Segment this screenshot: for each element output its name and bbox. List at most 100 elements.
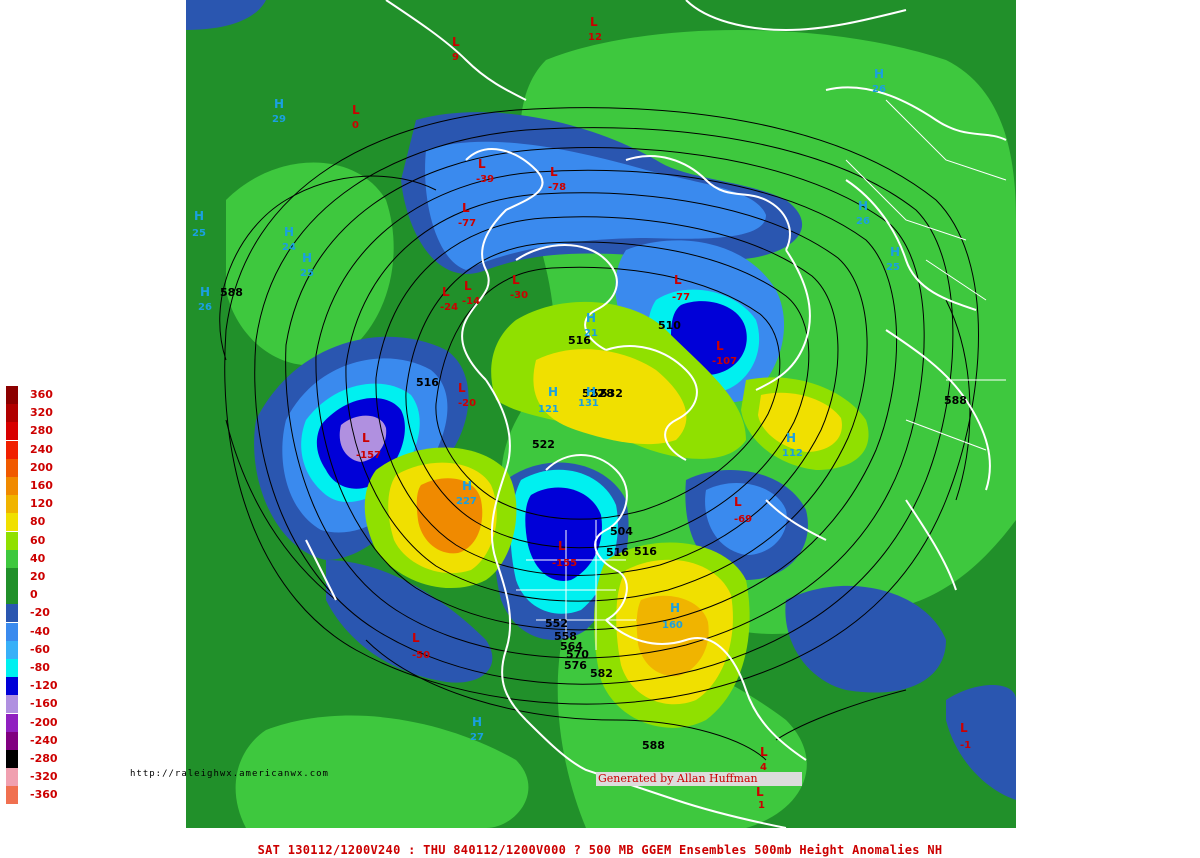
svg-text:131: 131 — [578, 398, 599, 409]
high-marker: H 25 — [192, 209, 206, 239]
legend-label: 240 — [30, 442, 53, 456]
legend-swatch — [6, 458, 18, 477]
legend-row: 360 — [4, 386, 54, 404]
height-contours — [219, 107, 979, 761]
svg-text:26: 26 — [198, 302, 212, 313]
contour-label-layer: 588 516 522 516 552 558 564 570 576 582 … — [220, 286, 967, 752]
low-marker-layer: L9 L12 L0 L-39 L-78 L-77 L-30 L-14 L-24 … — [352, 15, 971, 811]
coastlines — [305, 0, 1007, 828]
svg-text:26: 26 — [872, 84, 886, 95]
svg-text:121: 121 — [538, 404, 559, 415]
legend-row: 280 — [4, 422, 54, 441]
anomaly-region-neg40-n — [425, 141, 766, 270]
contour-label: 522 — [532, 438, 555, 451]
svg-text:-157: -157 — [356, 450, 381, 461]
legend-swatch — [6, 531, 18, 550]
svg-text:H: H — [302, 251, 312, 265]
contour-label: 588 — [220, 286, 243, 299]
low-marker: L -14 — [462, 279, 480, 307]
svg-text:-30: -30 — [510, 290, 528, 301]
svg-text:-155: -155 — [552, 558, 577, 569]
high-marker: H 27 — [470, 715, 484, 743]
svg-text:H: H — [274, 97, 284, 111]
low-marker: L -77 — [672, 273, 690, 303]
source-url: http://raleighwx.americanwx.com — [130, 769, 329, 779]
legend-swatch — [6, 750, 18, 768]
legend-label: 320 — [30, 406, 53, 420]
low-marker: L9 — [452, 35, 460, 63]
contour-label: 528 — [591, 387, 614, 400]
svg-text:L: L — [458, 381, 466, 395]
legend-label: -200 — [30, 715, 58, 729]
anomaly-region-pos160-w — [416, 478, 483, 554]
map-caption: SAT 130112/1200V240 : THU 840112/1200V00… — [257, 843, 943, 857]
svg-text:9: 9 — [452, 52, 459, 63]
anomaly-map: 588 516 522 516 552 558 564 570 576 582 … — [186, 0, 1016, 828]
legend-swatch — [6, 659, 18, 677]
legend-swatch — [6, 677, 18, 696]
svg-text:L: L — [478, 157, 486, 171]
svg-text:227: 227 — [456, 496, 477, 507]
legend-row: 80 — [4, 513, 54, 532]
svg-text:H: H — [194, 209, 204, 223]
legend-label: -60 — [30, 642, 50, 656]
high-marker: H 26 — [198, 285, 212, 313]
anomaly-region-neg120-c — [525, 487, 602, 581]
svg-text:-1: -1 — [960, 740, 971, 751]
svg-text:L: L — [590, 15, 598, 29]
svg-text:-77: -77 — [458, 218, 476, 229]
legend-row: -20 — [4, 604, 54, 623]
anomaly-region-pos80-e — [758, 392, 842, 452]
borders — [516, 99, 1007, 650]
svg-text:-77: -77 — [672, 292, 690, 303]
legend-label: -240 — [30, 733, 58, 747]
legend-row: -240 — [4, 731, 58, 750]
legend-label: 20 — [30, 570, 46, 583]
svg-text:L: L — [452, 35, 460, 49]
legend-label: -280 — [30, 752, 58, 765]
legend-swatch — [6, 695, 18, 714]
high-marker: H 227 — [456, 479, 477, 507]
svg-text:L: L — [734, 495, 742, 509]
legend-label: 360 — [30, 388, 53, 401]
high-marker: H 160 — [662, 601, 683, 631]
anomaly-region-pos80-c — [533, 349, 687, 445]
legend-label: -320 — [30, 770, 58, 784]
anomaly-region-neg-se2 — [946, 685, 1016, 800]
svg-text:27: 27 — [470, 732, 484, 743]
anomaly-region-neg-nw — [186, 0, 266, 30]
low-marker: L -24 — [440, 285, 458, 313]
svg-text:-39: -39 — [476, 174, 494, 185]
high-marker: H 29 — [272, 97, 286, 125]
legend-row: -60 — [4, 640, 54, 659]
high-marker: H 112 — [782, 431, 803, 459]
legend-row: 60 — [4, 531, 54, 550]
legend-row: 240 — [4, 440, 54, 459]
anomaly-region-pos120-se — [636, 595, 709, 677]
legend-label: 40 — [30, 551, 46, 565]
svg-text:L: L — [352, 103, 360, 117]
svg-text:21: 21 — [584, 328, 598, 339]
legend-row: 200 — [4, 458, 54, 477]
legend-row: 40 — [4, 549, 54, 568]
svg-text:24: 24 — [282, 242, 296, 253]
low-marker: L -78 — [548, 165, 566, 193]
svg-text:1: 1 — [758, 800, 765, 811]
legend-swatch — [6, 640, 18, 659]
svg-text:H: H — [586, 311, 596, 325]
svg-text:H: H — [858, 199, 868, 213]
svg-text:160: 160 — [662, 620, 683, 631]
legend-swatch — [6, 768, 18, 787]
color-legend: 360 320 280 240 200 160 120 80 60 40 20 0 -20 -40 -60-… — [4, 386, 58, 806]
svg-text:H: H — [200, 285, 210, 299]
low-marker: L -30 — [510, 273, 528, 301]
svg-text:0: 0 — [352, 120, 359, 131]
legend-row: 20 — [4, 568, 54, 586]
svg-text:L: L — [464, 279, 472, 293]
svg-text:25: 25 — [300, 268, 314, 279]
contour-label: 558 — [554, 630, 577, 643]
svg-text:L: L — [760, 745, 768, 759]
legend-row: 320 — [4, 404, 54, 423]
svg-text:-24: -24 — [440, 302, 458, 313]
legend-row: 0 — [4, 586, 54, 605]
